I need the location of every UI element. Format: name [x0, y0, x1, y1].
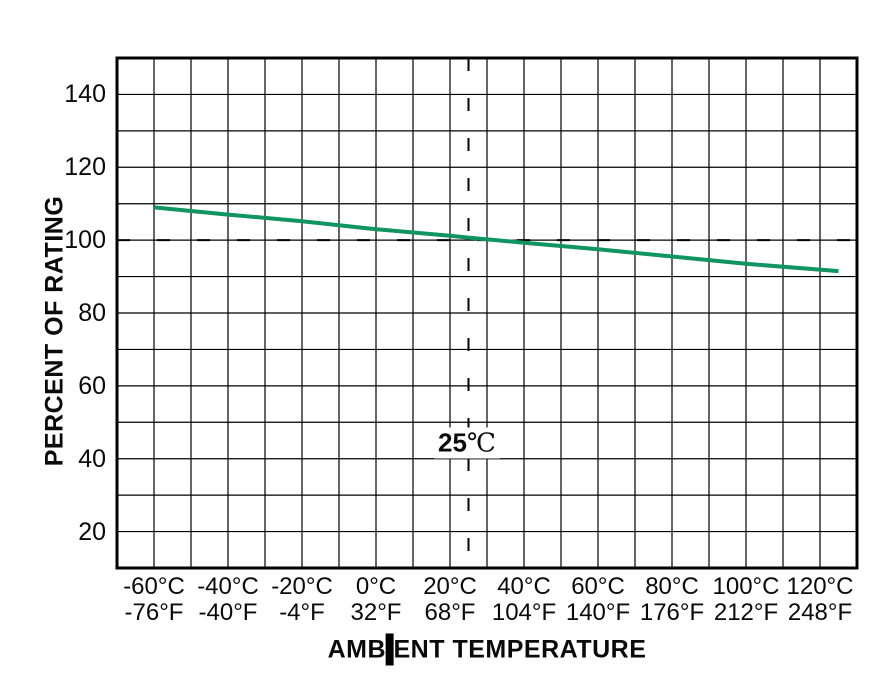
y-tick-label-80: 80 — [78, 299, 106, 327]
x-tick-fahrenheit: 248°F — [787, 599, 853, 626]
x-tick-label-40c: 40°C 104°F — [462, 574, 586, 626]
x-tick-fahrenheit: 32°F — [350, 599, 402, 626]
x-axis-title: AMBIENT TEMPERATURE — [327, 633, 647, 666]
text-cursor-block: I — [386, 633, 394, 666]
x-tick-label-0c: 0°C 32°F — [314, 574, 438, 626]
x-tick-celsius: -40°C — [197, 573, 259, 600]
x-tick-label-20c: 20°C 68°F — [388, 574, 512, 626]
x-tick-celsius: 20°C — [423, 573, 477, 600]
x-tick-fahrenheit: -76°F — [124, 599, 184, 626]
x-tick-fahrenheit: 68°F — [424, 599, 476, 626]
x-tick-celsius: 0°C — [355, 573, 397, 600]
annotation-unit: ℃ — [466, 428, 497, 459]
annotation-value: 25 — [437, 427, 467, 458]
reference-temperature-annotation: 25℃ — [433, 427, 501, 459]
y-tick-label-40: 40 — [78, 444, 106, 473]
y-tick-label-120: 120 — [64, 153, 106, 182]
x-tick-fahrenheit: 104°F — [491, 599, 557, 626]
x-tick-label--40c: -40°C -40°F — [166, 574, 290, 626]
x-axis-title-pre: AMB — [327, 635, 387, 664]
y-tick-label-100: 100 — [64, 226, 106, 255]
x-tick-label-120c: 120°C 248°F — [758, 574, 881, 626]
y-tick-label-140: 140 — [64, 80, 106, 109]
y-tick-label-60: 60 — [78, 371, 106, 400]
x-tick-celsius: 80°C — [645, 573, 699, 600]
x-tick-celsius: -60°C — [123, 573, 185, 600]
x-tick-label-100c: 100°C 212°F — [684, 574, 808, 626]
x-axis-title-post: ENT TEMPERATURE — [393, 635, 647, 664]
x-tick-fahrenheit: -40°F — [198, 599, 258, 626]
x-tick-label--60c: -60°C -76°F — [92, 574, 216, 626]
x-tick-label-80c: 80°C 176°F — [610, 574, 734, 626]
x-tick-fahrenheit: 212°F — [713, 599, 779, 626]
x-tick-celsius: 100°C — [712, 573, 780, 600]
x-tick-fahrenheit: 176°F — [639, 599, 705, 626]
x-tick-fahrenheit: 140°F — [565, 599, 631, 626]
x-tick-label-60c: 60°C 140°F — [536, 574, 660, 626]
x-tick-fahrenheit: -4°F — [279, 599, 325, 626]
x-tick-celsius: 120°C — [786, 573, 854, 600]
x-tick-celsius: 40°C — [497, 573, 551, 600]
series-percent-of-rating-derating-curve — [153, 205, 839, 274]
y-axis-title: PERCENT OF RATING — [40, 195, 69, 467]
y-tick-label-20: 20 — [78, 517, 106, 546]
x-tick-celsius: 60°C — [571, 573, 625, 600]
plot-frame — [115, 56, 859, 570]
x-tick-label--20c: -20°C -4°F — [240, 574, 364, 626]
x-tick-celsius: -20°C — [271, 573, 333, 600]
